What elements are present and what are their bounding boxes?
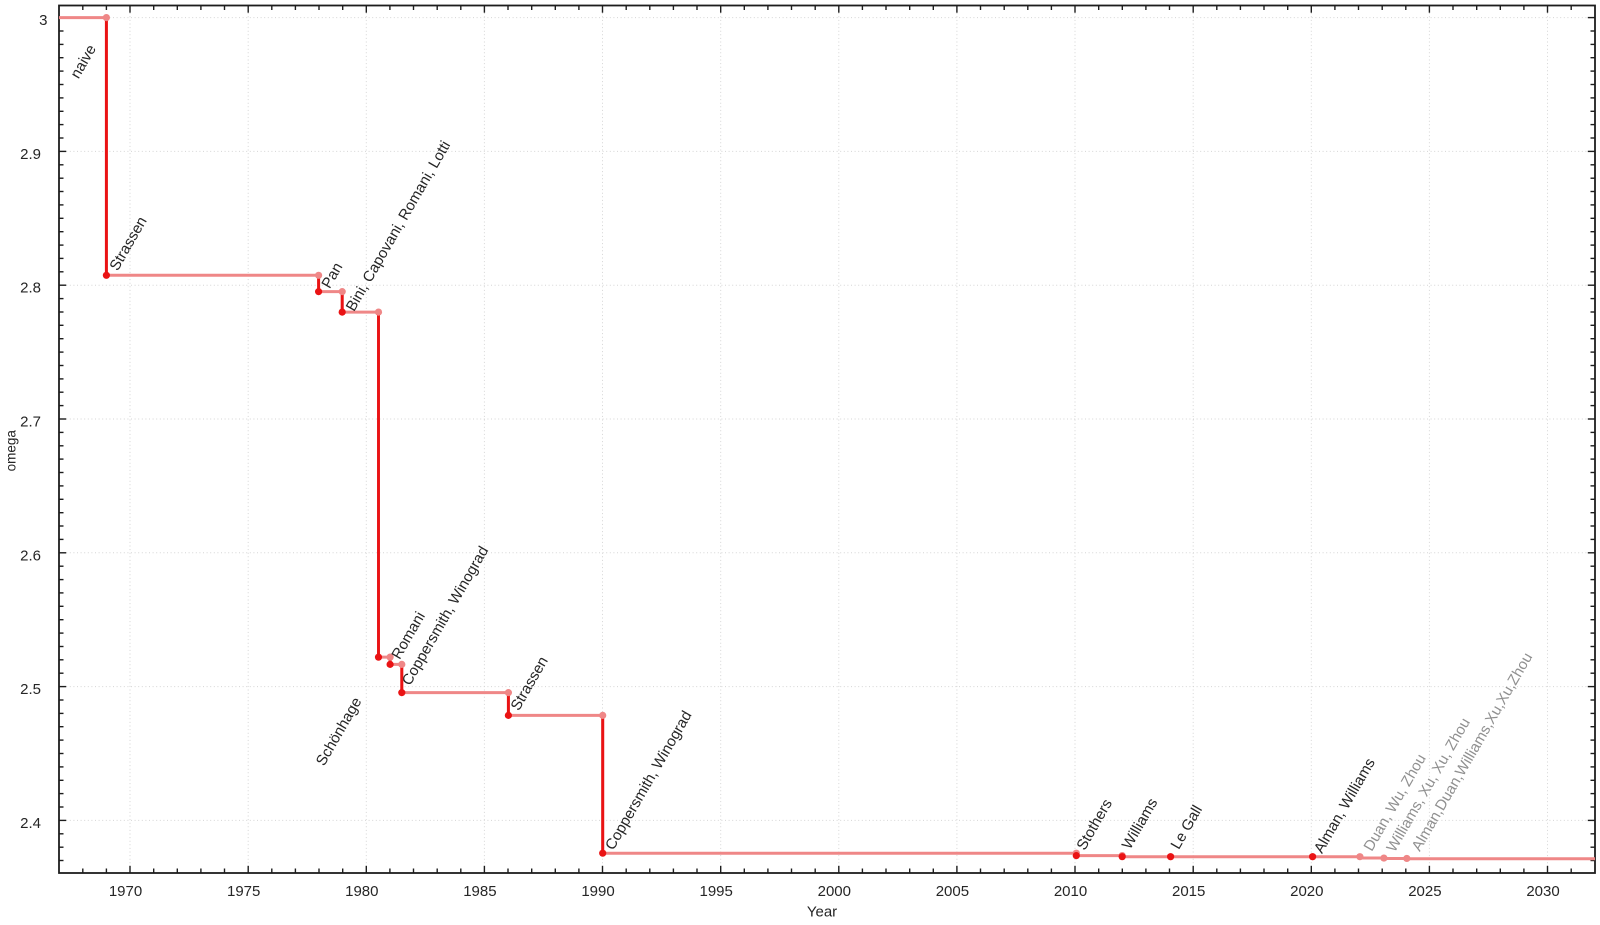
svg-text:2030: 2030	[1526, 883, 1559, 900]
svg-text:2.6: 2.6	[20, 547, 41, 564]
svg-text:2.7: 2.7	[20, 414, 41, 431]
svg-text:2.4: 2.4	[20, 815, 41, 832]
svg-text:2005: 2005	[936, 883, 969, 900]
svg-text:2.5: 2.5	[20, 681, 41, 698]
svg-text:2000: 2000	[818, 883, 851, 900]
svg-text:2.9: 2.9	[20, 146, 41, 163]
svg-text:1995: 1995	[700, 883, 733, 900]
svg-text:1990: 1990	[581, 883, 614, 900]
svg-text:1980: 1980	[345, 883, 378, 900]
svg-text:1970: 1970	[109, 883, 142, 900]
svg-text:2025: 2025	[1408, 883, 1441, 900]
svg-text:3: 3	[39, 12, 47, 29]
svg-text:2020: 2020	[1290, 883, 1323, 900]
svg-text:1975: 1975	[227, 883, 260, 900]
svg-text:Year: Year	[807, 904, 837, 921]
svg-text:omega: omega	[4, 430, 19, 472]
svg-text:1985: 1985	[463, 883, 496, 900]
svg-text:2015: 2015	[1172, 883, 1205, 900]
svg-text:2010: 2010	[1054, 883, 1087, 900]
svg-text:2.8: 2.8	[20, 280, 41, 297]
